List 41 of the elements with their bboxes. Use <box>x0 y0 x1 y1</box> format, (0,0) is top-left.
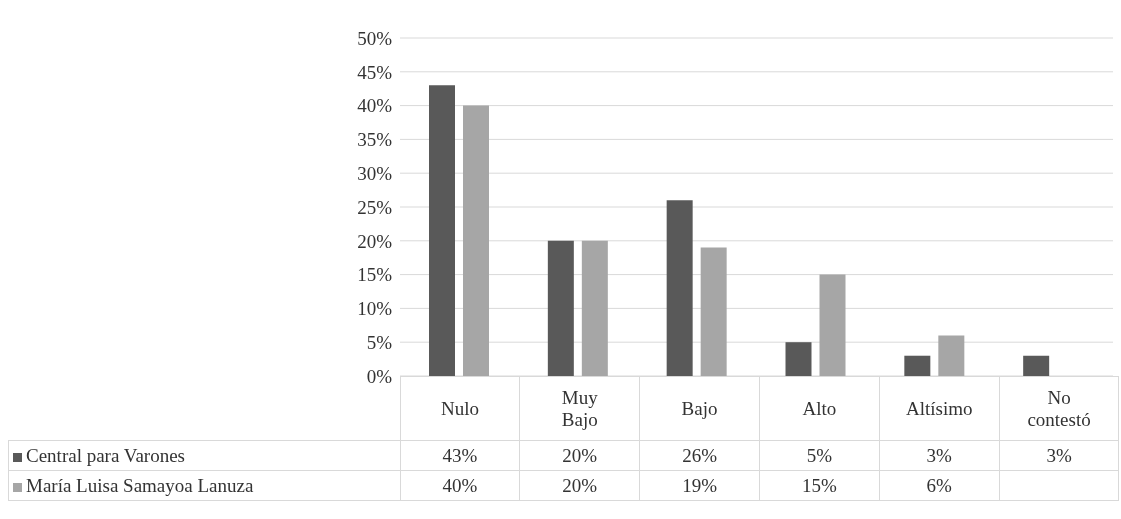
x-tick-label: Nulo <box>439 397 480 420</box>
legend-label: María Luisa Samayoa Lanuza <box>26 474 254 496</box>
y-tick-label: 25% <box>357 196 393 218</box>
y-tick-label: 45% <box>357 61 393 83</box>
data-label: 19% <box>639 470 760 501</box>
bar <box>785 342 812 376</box>
data-label: 3% <box>999 440 1119 471</box>
bar <box>1023 355 1050 376</box>
y-tick-label: 15% <box>357 264 393 286</box>
x-tick-label: No contestó <box>1026 386 1092 431</box>
x-tick-label: Altísimo <box>904 397 974 420</box>
y-tick-label: 5% <box>366 331 393 353</box>
x-tick-label: Alto <box>801 397 838 420</box>
y-tick-label: 20% <box>357 230 393 252</box>
data-label: 6% <box>879 470 1000 501</box>
bar <box>938 335 965 376</box>
y-tick-label: 35% <box>357 129 393 151</box>
x-tick-label: Muy Bajo <box>560 386 599 431</box>
bar <box>463 105 489 376</box>
data-label: 5% <box>759 440 880 471</box>
data-label: 26% <box>639 440 760 471</box>
bar <box>581 240 608 376</box>
y-tick-label: 0% <box>366 365 393 387</box>
bar <box>547 240 574 376</box>
y-tick-label: 10% <box>357 298 393 320</box>
data-label: 40% <box>400 470 520 501</box>
y-tick-label: 40% <box>357 95 393 117</box>
y-tick-label: 50% <box>357 27 393 49</box>
bar <box>904 355 931 376</box>
bar <box>819 274 846 376</box>
data-label: 20% <box>519 440 640 471</box>
data-label: 20% <box>519 470 640 501</box>
data-label: 3% <box>879 440 1000 471</box>
y-tick-label: 30% <box>357 162 393 184</box>
bar <box>429 85 455 376</box>
legend-label: Central para Varones <box>26 444 185 466</box>
data-label: 15% <box>759 470 880 501</box>
x-tick-label: Bajo <box>680 397 719 420</box>
data-label: 43% <box>400 440 520 471</box>
bar <box>700 247 727 376</box>
bar <box>666 200 693 376</box>
